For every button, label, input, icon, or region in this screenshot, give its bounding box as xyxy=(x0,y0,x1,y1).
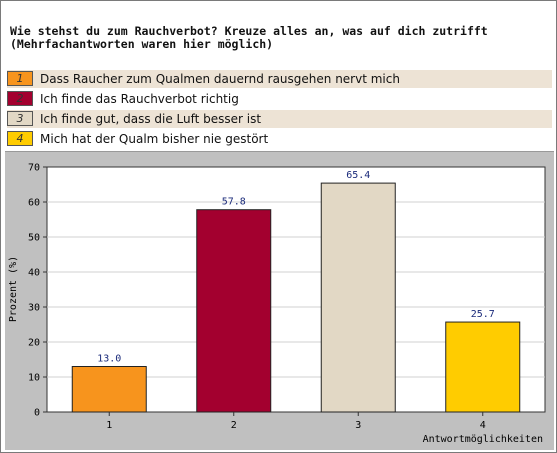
x-axis-label: Antwortmöglichkeiten xyxy=(423,434,543,445)
y-axis-ticks: 0 10 20 30 40 50 60 70 xyxy=(28,163,47,419)
answer-legend: 1 Dass Raucher zum Qualmen dauernd rausg… xyxy=(7,70,552,150)
bar-2 xyxy=(196,209,272,413)
x-tick-label: 2 xyxy=(231,420,237,431)
x-tick-label: 4 xyxy=(480,420,486,431)
legend-item-3: 3 Ich finde gut, dass die Luft besser is… xyxy=(7,110,552,128)
question-line-2: (Mehrfachantworten waren hier möglich) xyxy=(10,37,274,51)
bar-3 xyxy=(320,182,396,413)
bars: 13.0 57.8 65.4 25.7 xyxy=(71,170,521,413)
y-tick-label: 30 xyxy=(28,303,40,314)
y-tick-label: 40 xyxy=(28,268,40,279)
x-tick-label: 3 xyxy=(355,420,361,431)
bar-4 xyxy=(445,321,521,413)
y-tick-label: 10 xyxy=(28,373,40,384)
bar-value-label: 65.4 xyxy=(346,170,370,181)
legend-label-4: Mich hat der Qualm bisher nie gestört xyxy=(40,132,269,146)
bar-chart-svg: 0 10 20 30 40 50 60 70 13.0 57.8 65.4 25.7 1 2 3 4 Pr… xyxy=(8,163,546,445)
y-tick-label: 70 xyxy=(28,163,40,174)
bar-value-label: 25.7 xyxy=(471,309,495,320)
bar-value-label: 57.8 xyxy=(222,197,246,208)
y-tick-label: 0 xyxy=(34,408,40,419)
y-tick-label: 20 xyxy=(28,338,40,349)
x-tick-label: 1 xyxy=(106,420,112,431)
legend-swatch-2: 2 xyxy=(7,91,33,106)
legend-swatch-4: 4 xyxy=(7,131,33,146)
legend-item-2: 2 Ich finde das Rauchverbot richtig xyxy=(7,90,552,108)
bar-chart: 0 10 20 30 40 50 60 70 13.0 57.8 65.4 25.7 1 2 3 4 Pr… xyxy=(5,151,554,450)
question-text: Wie stehst du zum Rauchverbot? Kreuze al… xyxy=(10,25,550,51)
legend-swatch-3: 3 xyxy=(7,111,33,126)
bar-1 xyxy=(71,366,147,413)
legend-item-4: 4 Mich hat der Qualm bisher nie gestört xyxy=(7,130,552,148)
legend-label-3: Ich finde gut, dass die Luft besser ist xyxy=(40,112,262,126)
legend-item-1: 1 Dass Raucher zum Qualmen dauernd rausg… xyxy=(7,70,552,88)
y-tick-label: 50 xyxy=(28,233,40,244)
bar-value-label: 13.0 xyxy=(97,354,121,365)
y-tick-label: 60 xyxy=(28,198,40,209)
legend-swatch-1: 1 xyxy=(7,71,33,86)
question-line-1: Wie stehst du zum Rauchverbot? Kreuze al… xyxy=(10,24,488,38)
x-axis-ticks: 1 2 3 4 xyxy=(106,412,486,431)
y-axis-label: Prozent (%) xyxy=(8,256,19,322)
legend-label-2: Ich finde das Rauchverbot richtig xyxy=(40,92,239,106)
legend-label-1: Dass Raucher zum Qualmen dauernd rausgeh… xyxy=(40,72,400,86)
